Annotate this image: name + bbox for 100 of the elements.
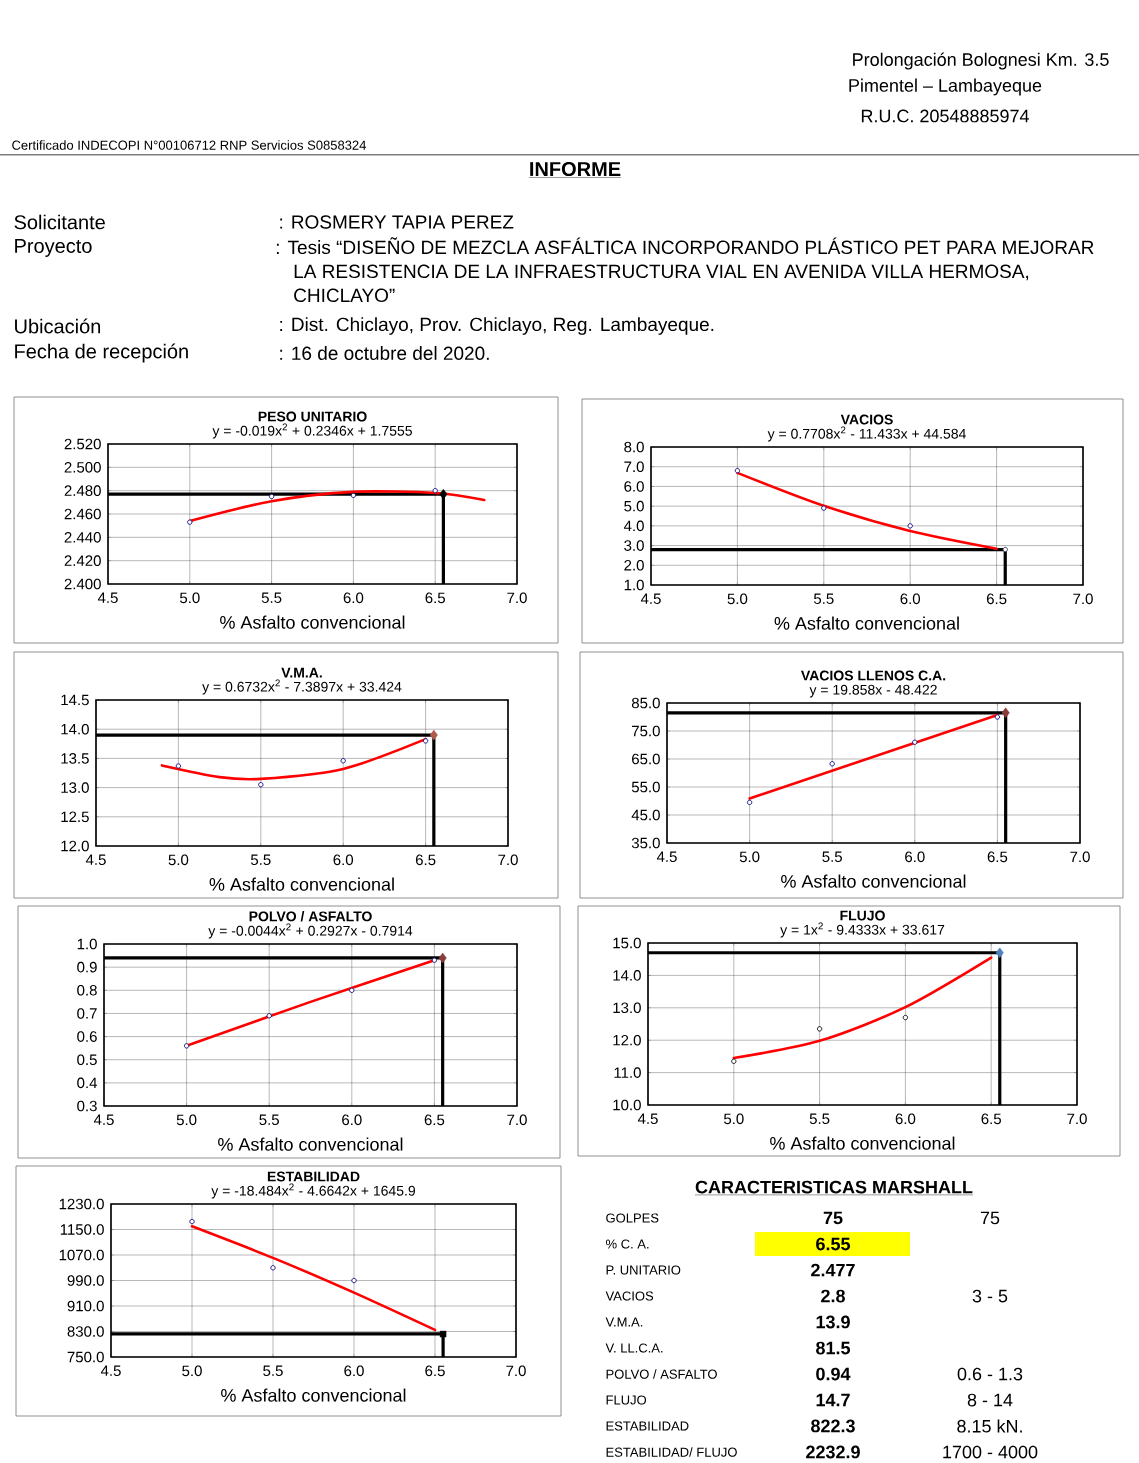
x-tick-label: 6.0 (342, 1114, 362, 1126)
x-tick-label: 4.5 (656, 851, 677, 862)
text: Ubicación (15, 318, 101, 334)
x-tick-label: 6.5 (986, 593, 1007, 605)
x-axis-title: % Asfalto convencional (209, 877, 394, 891)
point (187, 519, 193, 525)
data-label: 6.55 (816, 1237, 851, 1251)
x-tick-label: 7.0 (507, 1114, 527, 1126)
point (438, 952, 447, 964)
y-tick-label: 2.0 (624, 559, 644, 571)
y-tick-label: 4.0 (623, 520, 644, 532)
x-tick-label: 5.0 (179, 592, 200, 604)
text: : 16 de octubre del 2020. (280, 346, 489, 360)
text: Prolongación Bolognesi Km. 3.5 (853, 52, 1109, 70)
x-tick-label: 5.0 (727, 593, 748, 605)
x-tick-label: 6.0 (333, 854, 354, 866)
data-label: 0.94 (816, 1367, 851, 1381)
x-tick-label: 5.0 (168, 854, 189, 866)
x-tick-label: 6.5 (425, 592, 445, 604)
category-label: POLVO / ASFALTO (606, 1369, 717, 1379)
y-tick-label: 13.5 (61, 753, 89, 764)
point (340, 758, 346, 764)
x-axis-title: % Asfalto convencional (218, 1137, 403, 1151)
y-tick-label: 2.520 (64, 438, 101, 450)
x-tick-label: 5.5 (263, 1365, 283, 1376)
data-label: 2.8 (821, 1289, 845, 1303)
y-tick-label: 45.0 (631, 809, 660, 821)
point (816, 1026, 823, 1032)
x-tick-label: 6.5 (424, 1114, 445, 1126)
x-tick-label: 7.0 (506, 1365, 526, 1377)
y-tick-label: 10.0 (613, 1099, 641, 1111)
y-tick-label: 0.4 (77, 1077, 98, 1089)
data-label: 14.7 (816, 1393, 850, 1407)
y-tick-label: 3.0 (624, 540, 644, 551)
category-label: P. UNITARIO (606, 1265, 681, 1275)
y-tick-label: 75.0 (632, 725, 660, 737)
x-tick-label: 6.0 (895, 1113, 916, 1125)
y-tick-label: 8.0 (624, 441, 644, 453)
data-label: 2.477 (811, 1263, 855, 1277)
chart-title: POLVO / ASFALTO (249, 911, 372, 922)
x-tick-label: 7.0 (498, 854, 518, 866)
x-tick-label: 4.5 (93, 1114, 114, 1125)
x-tick-label: 6.0 (900, 593, 921, 605)
category-label: V.M.A. (605, 1317, 643, 1327)
category-label: ESTABILIDAD (606, 1421, 689, 1431)
y-tick-label: 2.400 (64, 578, 101, 590)
point (268, 493, 275, 500)
point (429, 729, 438, 741)
category-label: V. LL.C.A. (605, 1343, 663, 1353)
point (907, 523, 913, 529)
point (270, 1265, 276, 1271)
data-label: 13.9 (816, 1315, 850, 1329)
y-tick-label: 830.0 (67, 1326, 104, 1337)
y-tick-label: 11.0 (614, 1067, 641, 1078)
point (1001, 707, 1010, 719)
y-tick-label: 13.0 (613, 1002, 641, 1014)
y-tick-label: 12.0 (61, 840, 89, 852)
point (349, 987, 355, 993)
text: 8.15 kN. (957, 1419, 1022, 1433)
data-label: 822.3 (811, 1419, 855, 1433)
x-tick-label: 7.0 (507, 592, 527, 604)
chart-title: VACIOS (840, 414, 893, 425)
text: y = 1x$^{2}$ - 9.4333x + 33.617 (780, 922, 945, 938)
y-tick-label: 35.0 (631, 837, 660, 849)
point (902, 1014, 909, 1021)
y-tick-label: 14.0 (61, 723, 89, 735)
text: y = 19.858x - 48.422 (809, 684, 937, 698)
y-tick-label: 2.460 (64, 508, 101, 520)
y-tick-label: 0.5 (77, 1054, 97, 1066)
y-tick-label: 12.5 (61, 811, 89, 823)
y-tick-label: 910.0 (67, 1300, 104, 1312)
text: 75 (980, 1211, 1000, 1225)
y-tick-label: 2.480 (64, 485, 101, 496)
text: 0.6 - 1.3 (957, 1367, 1023, 1381)
point (350, 492, 357, 498)
y-tick-label: 85.0 (631, 697, 660, 709)
y-tick-label: 2.500 (64, 462, 101, 473)
text: : Dist. Chiclayo, Prov. Chiclayo, Reg. Lambayeque. (280, 317, 714, 335)
text: 8 - 14 (967, 1393, 1013, 1407)
x-tick-label: 6.5 (987, 851, 1008, 863)
point (994, 714, 1001, 720)
text: y = -0.019x$^{2}$ + 0.2346x + 1.7555 (212, 423, 412, 439)
x-axis-title: % Asfalto convencional (220, 615, 405, 629)
y-tick-label: 14.0 (613, 970, 641, 981)
category-label: ESTABILIDAD/ FLUJO (606, 1447, 737, 1457)
point (175, 763, 182, 769)
x-tick-label: 7.0 (1073, 593, 1093, 605)
x-tick-label: 7.0 (1067, 1113, 1087, 1125)
text: Proyecto (15, 239, 92, 257)
data-label: 81.5 (816, 1341, 851, 1355)
y-tick-label: 5.0 (624, 500, 644, 512)
point (829, 761, 835, 767)
y-tick-label: 750.0 (67, 1351, 104, 1363)
text: 1700 - 4000 (943, 1445, 1038, 1459)
text: Solicitante (14, 214, 105, 230)
x-tick-label: 5.5 (250, 854, 271, 865)
y-tick-label: 13.0 (61, 782, 89, 793)
x-tick-label: 6.5 (981, 1113, 1001, 1125)
y-tick-label: 0.7 (77, 1008, 97, 1019)
category-label: % C. A. (606, 1239, 649, 1249)
